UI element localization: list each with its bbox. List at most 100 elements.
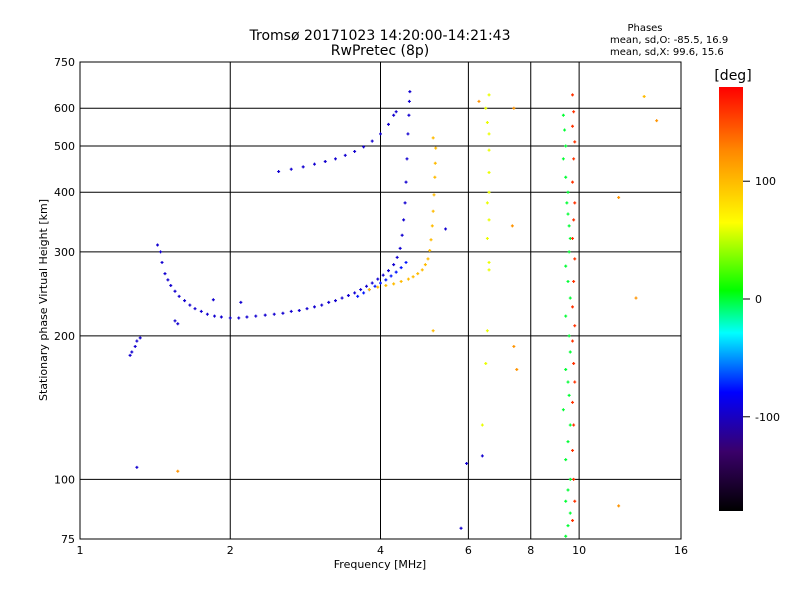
data-point — [173, 289, 177, 293]
data-point — [487, 132, 491, 136]
data-point — [183, 299, 187, 303]
data-point — [571, 236, 575, 240]
data-point — [487, 268, 491, 272]
data-point — [408, 90, 412, 94]
data-point — [564, 314, 568, 318]
data-point — [465, 461, 469, 465]
data-point — [561, 408, 565, 412]
data-point — [487, 218, 491, 222]
data-point — [566, 488, 570, 492]
data-point — [571, 339, 575, 343]
data-point — [485, 121, 489, 125]
data-point — [572, 110, 576, 114]
data-point — [359, 288, 363, 292]
data-point — [289, 309, 293, 313]
data-point — [564, 264, 568, 268]
data-point — [163, 272, 167, 276]
phases-x-stats: mean, sd,X: 99.6, 15.6 — [610, 47, 724, 58]
data-point — [573, 499, 577, 503]
y-tick-label: 200 — [54, 330, 75, 343]
y-tick-label: 750 — [54, 56, 75, 69]
data-point — [405, 157, 409, 161]
data-point — [573, 380, 577, 384]
data-point — [173, 319, 177, 323]
data-point — [297, 308, 301, 312]
data-point — [166, 278, 170, 282]
data-point — [404, 260, 408, 264]
data-point — [333, 157, 337, 161]
data-point — [634, 296, 638, 300]
grid-lines — [80, 62, 681, 539]
data-point — [159, 250, 163, 254]
data-point — [205, 312, 209, 316]
x-tick-label: 1 — [77, 544, 84, 557]
data-point — [430, 224, 434, 228]
data-point — [566, 524, 570, 528]
data-point — [655, 119, 659, 123]
data-point — [433, 175, 437, 179]
data-point — [272, 312, 276, 316]
data-point — [572, 279, 576, 283]
data-point — [188, 303, 192, 307]
colorbar-tick-label: 0 — [755, 293, 762, 306]
data-point — [406, 132, 410, 136]
data-point — [237, 316, 241, 320]
x-axis-ticks: 1 2 4 6 8 10 16 — [77, 544, 689, 557]
data-point — [420, 268, 424, 272]
data-point — [564, 534, 568, 538]
colorbar-ticks: -100 0 100 — [743, 175, 780, 424]
data-point — [399, 279, 403, 283]
data-point — [571, 400, 575, 404]
chart-subtitle: RwPretec (8p) — [331, 43, 429, 59]
data-point — [301, 165, 305, 169]
data-point — [566, 190, 570, 194]
data-point — [254, 314, 258, 318]
data-point — [403, 201, 407, 205]
data-point — [572, 423, 576, 427]
phases-title: Phases — [627, 23, 662, 34]
data-point — [568, 477, 572, 481]
data-point — [573, 257, 577, 261]
data-point — [512, 344, 516, 348]
data-point — [617, 504, 621, 508]
data-point — [573, 201, 577, 205]
data-point — [571, 305, 575, 309]
data-point — [135, 465, 139, 469]
data-point — [571, 448, 575, 452]
data-point — [566, 440, 570, 444]
data-point — [400, 233, 404, 237]
y-tick-label: 300 — [54, 246, 75, 259]
data-point — [395, 255, 399, 259]
data-point — [213, 314, 217, 318]
data-point — [565, 201, 569, 205]
data-point — [370, 281, 374, 285]
data-point — [484, 106, 488, 110]
data-point — [571, 180, 575, 184]
data-point — [571, 124, 575, 128]
data-point — [416, 272, 420, 276]
data-point — [487, 148, 491, 152]
data-point — [431, 209, 435, 213]
data-point — [384, 283, 388, 287]
data-point — [487, 93, 491, 97]
data-point — [444, 227, 448, 231]
data-point — [128, 353, 132, 357]
y-tick-label: 500 — [54, 140, 75, 153]
chart-title: Tromsø 20171023 14:20:00-14:21:43 — [249, 28, 511, 44]
data-point — [459, 526, 463, 530]
colorbar-tick-label: -100 — [755, 411, 780, 424]
data-point — [566, 212, 570, 216]
data-point — [211, 298, 215, 302]
data-point — [572, 477, 576, 481]
data-point — [312, 162, 316, 166]
colorbar-label: [deg] — [714, 68, 751, 84]
data-point — [381, 273, 385, 277]
data-point — [323, 159, 327, 163]
data-point — [571, 519, 575, 523]
data-point — [487, 170, 491, 174]
data-point — [434, 146, 438, 150]
data-point — [404, 180, 408, 184]
data-point — [485, 236, 489, 240]
data-point — [571, 93, 575, 97]
